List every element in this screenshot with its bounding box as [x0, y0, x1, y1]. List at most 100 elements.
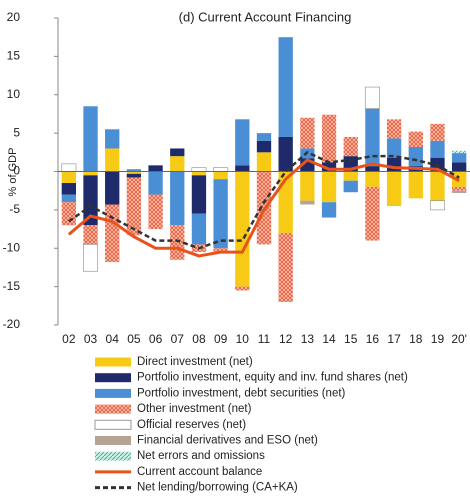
bar-segment [300, 200, 315, 205]
bar-segment [343, 136, 358, 157]
bar-segment [191, 171, 207, 176]
x-tick-label: 08 [192, 332, 206, 346]
bar-segment [148, 194, 163, 230]
bar-segment [83, 244, 99, 272]
y-tick-label: -20 [3, 317, 21, 331]
legend-swatch [95, 373, 131, 383]
y-tick-label: -10 [3, 240, 21, 254]
y-tick-label: 20 [7, 10, 21, 24]
bar-segment [213, 171, 228, 180]
bar-segment [452, 162, 467, 172]
bar-segment [170, 225, 185, 260]
legend-label: Net lending/borrowing (CA+KA) [137, 482, 298, 494]
bar-segment [213, 248, 228, 253]
chart-title: (d) Current Account Financing [179, 9, 352, 24]
bar-segment [61, 163, 77, 172]
bar-segment [300, 171, 315, 201]
legend-label: Net errors and omissions [137, 450, 265, 462]
bar-segment [452, 190, 467, 193]
bar-segment [191, 213, 207, 245]
bar-segment [83, 171, 98, 176]
bar-segment [235, 286, 250, 291]
y-tick-label: 10 [7, 87, 21, 101]
bar-segment [321, 171, 337, 203]
bar-segment [235, 119, 250, 166]
bar-segment [429, 200, 445, 211]
bar-segment [213, 167, 229, 172]
y-tick-label: -5 [9, 202, 20, 216]
line-series [67, 158, 460, 258]
x-tick-label: 03 [84, 332, 98, 346]
bar-segment [148, 171, 163, 195]
legend-label: Direct investment (net) [137, 356, 253, 368]
legend-swatch [95, 388, 131, 398]
bar-segment [105, 171, 120, 205]
bar-segment [83, 225, 98, 245]
bar-segment [213, 179, 228, 249]
bar-segment [430, 140, 445, 158]
bar-segment [126, 171, 142, 174]
bar-segment [386, 171, 402, 207]
bar-segment [452, 186, 467, 191]
x-tick-label: 02 [62, 332, 76, 346]
x-tick-label: 20' [451, 332, 467, 346]
legend-label: Official reserves (net) [137, 419, 246, 431]
legend-label: Current account balance [137, 466, 262, 478]
y-axis-label: % of GDP [7, 148, 19, 197]
bar-segment [256, 152, 272, 172]
bar-segment [278, 136, 293, 172]
y-tick-label: 15 [7, 49, 21, 63]
x-tick-label: 04 [106, 332, 120, 346]
bar-segment [365, 186, 380, 241]
bar-segment [408, 171, 423, 199]
legend-label: Portfolio investment, equity and inv. fu… [137, 372, 408, 384]
legend-label: Financial derivatives and ESO (net) [137, 435, 318, 447]
y-tick-label: -15 [3, 279, 21, 293]
x-tick-label: 14 [322, 332, 336, 346]
bar-segment [343, 180, 358, 193]
x-tick-label: 13 [301, 332, 315, 346]
bar-segment [191, 167, 207, 172]
bar-segment [105, 148, 120, 172]
y-tick-label: 5 [13, 125, 20, 139]
bar-segment [170, 148, 185, 157]
bar-segment [126, 177, 142, 236]
x-tick-label: 05 [127, 332, 141, 346]
x-tick-label: 18 [409, 332, 423, 346]
x-tick-label: 12 [279, 332, 293, 346]
x-tick-label: 19 [431, 332, 445, 346]
legend-swatch [95, 404, 131, 414]
bar-segment [278, 171, 293, 233]
bar-segment [365, 171, 380, 187]
bar-segment [61, 171, 76, 184]
bar-segment [126, 169, 142, 172]
x-tick-label: 15 [344, 332, 358, 346]
bar-segment [278, 232, 293, 302]
bar-segment [278, 37, 293, 137]
bar-segment [300, 117, 315, 149]
bar-segment [105, 204, 120, 263]
bar-segment [170, 171, 185, 226]
bar-segment [321, 162, 337, 172]
bar-segment [408, 131, 423, 147]
bar-segment [343, 171, 358, 181]
y-tick-label: 0 [13, 164, 20, 178]
bar-segment [83, 106, 98, 172]
bar-segment [386, 138, 402, 158]
bar-segment [126, 173, 142, 178]
bar-segment [61, 202, 76, 226]
x-tick-label: 06 [149, 332, 163, 346]
legend-label: Other investment (net) [137, 403, 252, 415]
legend-swatch [95, 436, 131, 445]
bar-segment [386, 119, 402, 139]
line-series [68, 150, 460, 250]
bar-segment [364, 86, 380, 109]
bar-segment [61, 194, 76, 203]
bar-segment [148, 165, 163, 172]
x-tick-label: 17 [387, 332, 401, 346]
bar-segment [235, 171, 250, 287]
bar-segment [105, 129, 120, 149]
bar-segment [321, 114, 337, 163]
bar-segment [452, 153, 467, 163]
